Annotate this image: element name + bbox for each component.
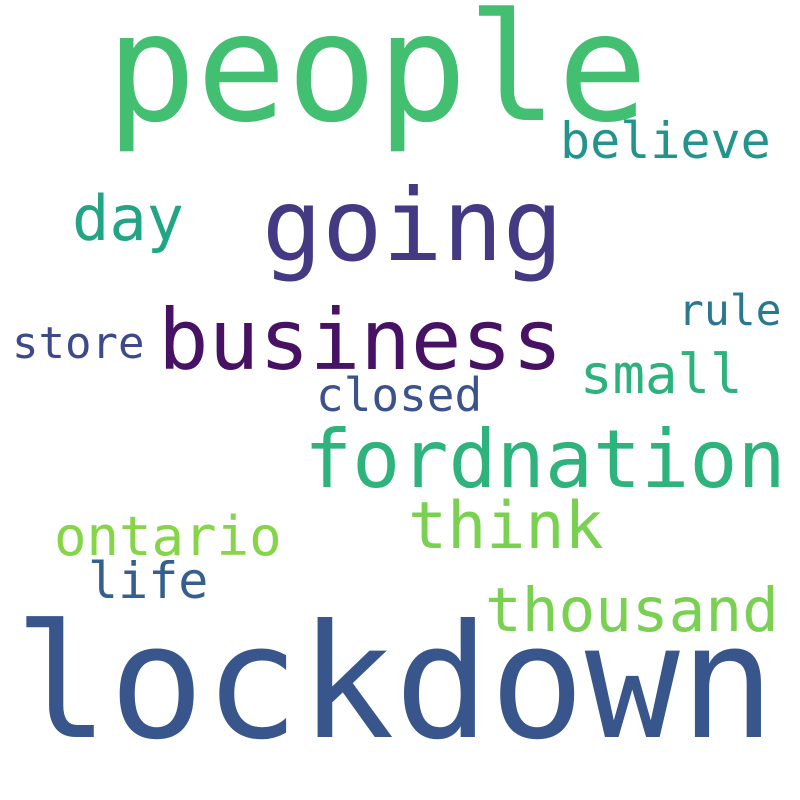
word-thousand: thousand [485,575,779,646]
word-ontario: ontario [54,505,282,568]
word-people: people [106,0,648,156]
word-fordnation: fordnation [304,413,786,506]
word-closed: closed [316,368,483,422]
word-life: life [88,552,209,610]
word-lockdown: lockdown [14,591,775,775]
word-believe: believe [560,112,771,170]
word-business: business [158,291,563,389]
word-store: store [12,318,145,369]
word-think: think [408,489,604,564]
word-small: small [580,343,743,406]
word-day: day [72,182,184,255]
word-going: going [262,167,564,284]
word-rule: rule [678,286,782,336]
